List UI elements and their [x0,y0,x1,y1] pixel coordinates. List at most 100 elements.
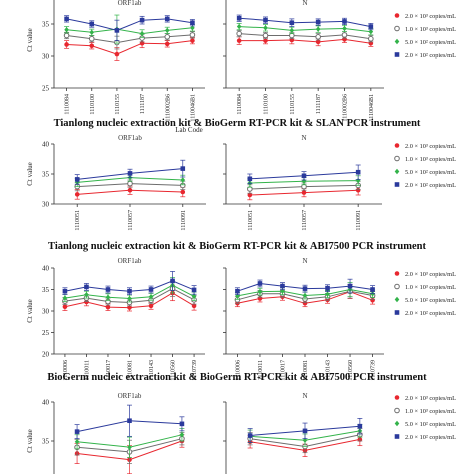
data-point [347,283,353,289]
legend-entry: 2.0 × 10³ copies/mL [405,271,456,278]
y-axis-label: Ct value [26,162,34,186]
data-point [63,32,70,39]
y-tick-label: 35 [42,286,50,294]
y-axis-label: Ct value [26,28,34,52]
x-tick-label: 1110100 [90,94,96,115]
data-point [191,287,197,293]
chart-row-1: ORF1ab 25 30 35 Ct value 1110084 1110100 111015… [26,0,456,134]
data-point [84,284,89,290]
series-1 [236,35,374,47]
x-tick-label: 1110739 [371,360,377,381]
data-point [394,296,400,303]
data-point [62,295,68,301]
panel-title: ORF1ab [118,257,142,265]
data-point [394,420,400,427]
x-tick-label: 1110155 [290,94,296,115]
data-point [127,305,132,310]
x-tick-label: 1111187 [140,94,146,114]
data-point [263,38,268,43]
panel-orf1ab: ORF1ab 25 30 35 Ct value 1110084 1110100 111015… [26,0,205,122]
x-tick-label: 1110084 [237,94,243,115]
x-tick-label: 1110017 [106,360,112,381]
series-3 [64,14,195,44]
data-point [257,281,263,286]
y-tick-label: 30 [42,201,50,209]
x-tick-label: 1110006 [63,360,69,381]
x-tick-label: 1110046B1 [369,94,375,122]
data-point [342,19,347,24]
series-4 [74,159,186,185]
panel-title: N [302,392,307,400]
data-point [247,176,253,182]
data-point [394,310,400,315]
series-3 [236,23,374,36]
data-point [325,285,330,291]
data-point [315,19,321,25]
legend-entry: 2.0 × 10³ copies/mL [405,13,456,20]
series-line [239,33,371,40]
data-point [262,32,269,39]
data-point [191,293,197,300]
panel-orf1ab: ORF1ab 20 25 30 35 40 Ct value 1110006 1110011 11… [26,257,205,381]
data-point [280,288,285,294]
series-line [239,26,371,33]
legend-entry: 2.0 × 10³ copies/mL [405,143,456,150]
data-point [127,187,133,193]
panel-n: N 1110051 1110057 1110091 [223,134,382,231]
series-line [66,27,193,35]
x-tick-label: 1110011 [84,360,90,380]
legend-entry: 5.0 × 10² copies/mL [405,297,456,304]
x-tick-label: 1110057 [128,210,134,231]
data-point [289,27,295,34]
data-point [127,418,132,424]
panel-title: N [302,0,307,7]
data-point [89,29,95,36]
chart-row-4: BioGerm nucleic extraction kit & BioGerm… [26,372,456,474]
y-tick-label: 35 [42,171,50,179]
data-point [236,15,242,21]
data-point [127,444,132,450]
data-point [127,288,132,294]
panel-n: N [223,392,363,474]
data-point [236,30,242,37]
data-point [139,17,145,23]
x-tick-label: 1111187 [316,94,322,114]
y-tick-label: 25 [42,85,50,93]
data-point [394,38,400,45]
legend-entry: 5.0 × 10² copies/mL [405,421,456,428]
chart-heading: BioGerm nucleic extraction kit & BioGerm… [47,372,427,383]
x-tick-label: 1110051 [75,210,81,231]
series-2 [63,31,196,50]
data-point [370,291,375,297]
y-tick-label: 40 [42,141,50,149]
legend-entry: 5.0 × 10² copies/mL [405,169,456,176]
data-point [394,13,400,18]
x-tick-label: 1110560 [171,360,177,381]
legend-entry: 1.0 × 10³ copies/mL [405,408,456,415]
panel-title: ORF1ab [118,392,142,400]
x-tick-label: 1110143 [149,360,155,381]
series-line [239,38,371,44]
data-point [368,35,374,42]
legend-entry: 1.0 × 10³ copies/mL [405,284,456,291]
data-point [64,42,69,47]
x-tick-label: 1110739 [192,360,198,381]
x-tick-label: 1110560 [348,360,354,381]
x-tick-label: 1110057 [302,210,308,231]
data-point [62,288,68,294]
y-tick-label: 30 [42,308,50,316]
data-point [394,182,400,187]
data-point [315,34,321,40]
data-point [357,423,363,429]
data-point [74,439,80,445]
data-point [89,21,95,27]
data-point [114,51,120,57]
data-point [180,177,186,183]
legend: 2.0 × 10³ copies/mL 1.0 × 10³ copies/mL 5.… [394,13,456,59]
legend-entry: 5.0 × 10² copies/mL [405,39,456,46]
data-point [164,27,170,34]
series-line [66,34,193,44]
data-point [355,187,361,193]
series-line [66,40,193,55]
data-point [164,34,171,40]
